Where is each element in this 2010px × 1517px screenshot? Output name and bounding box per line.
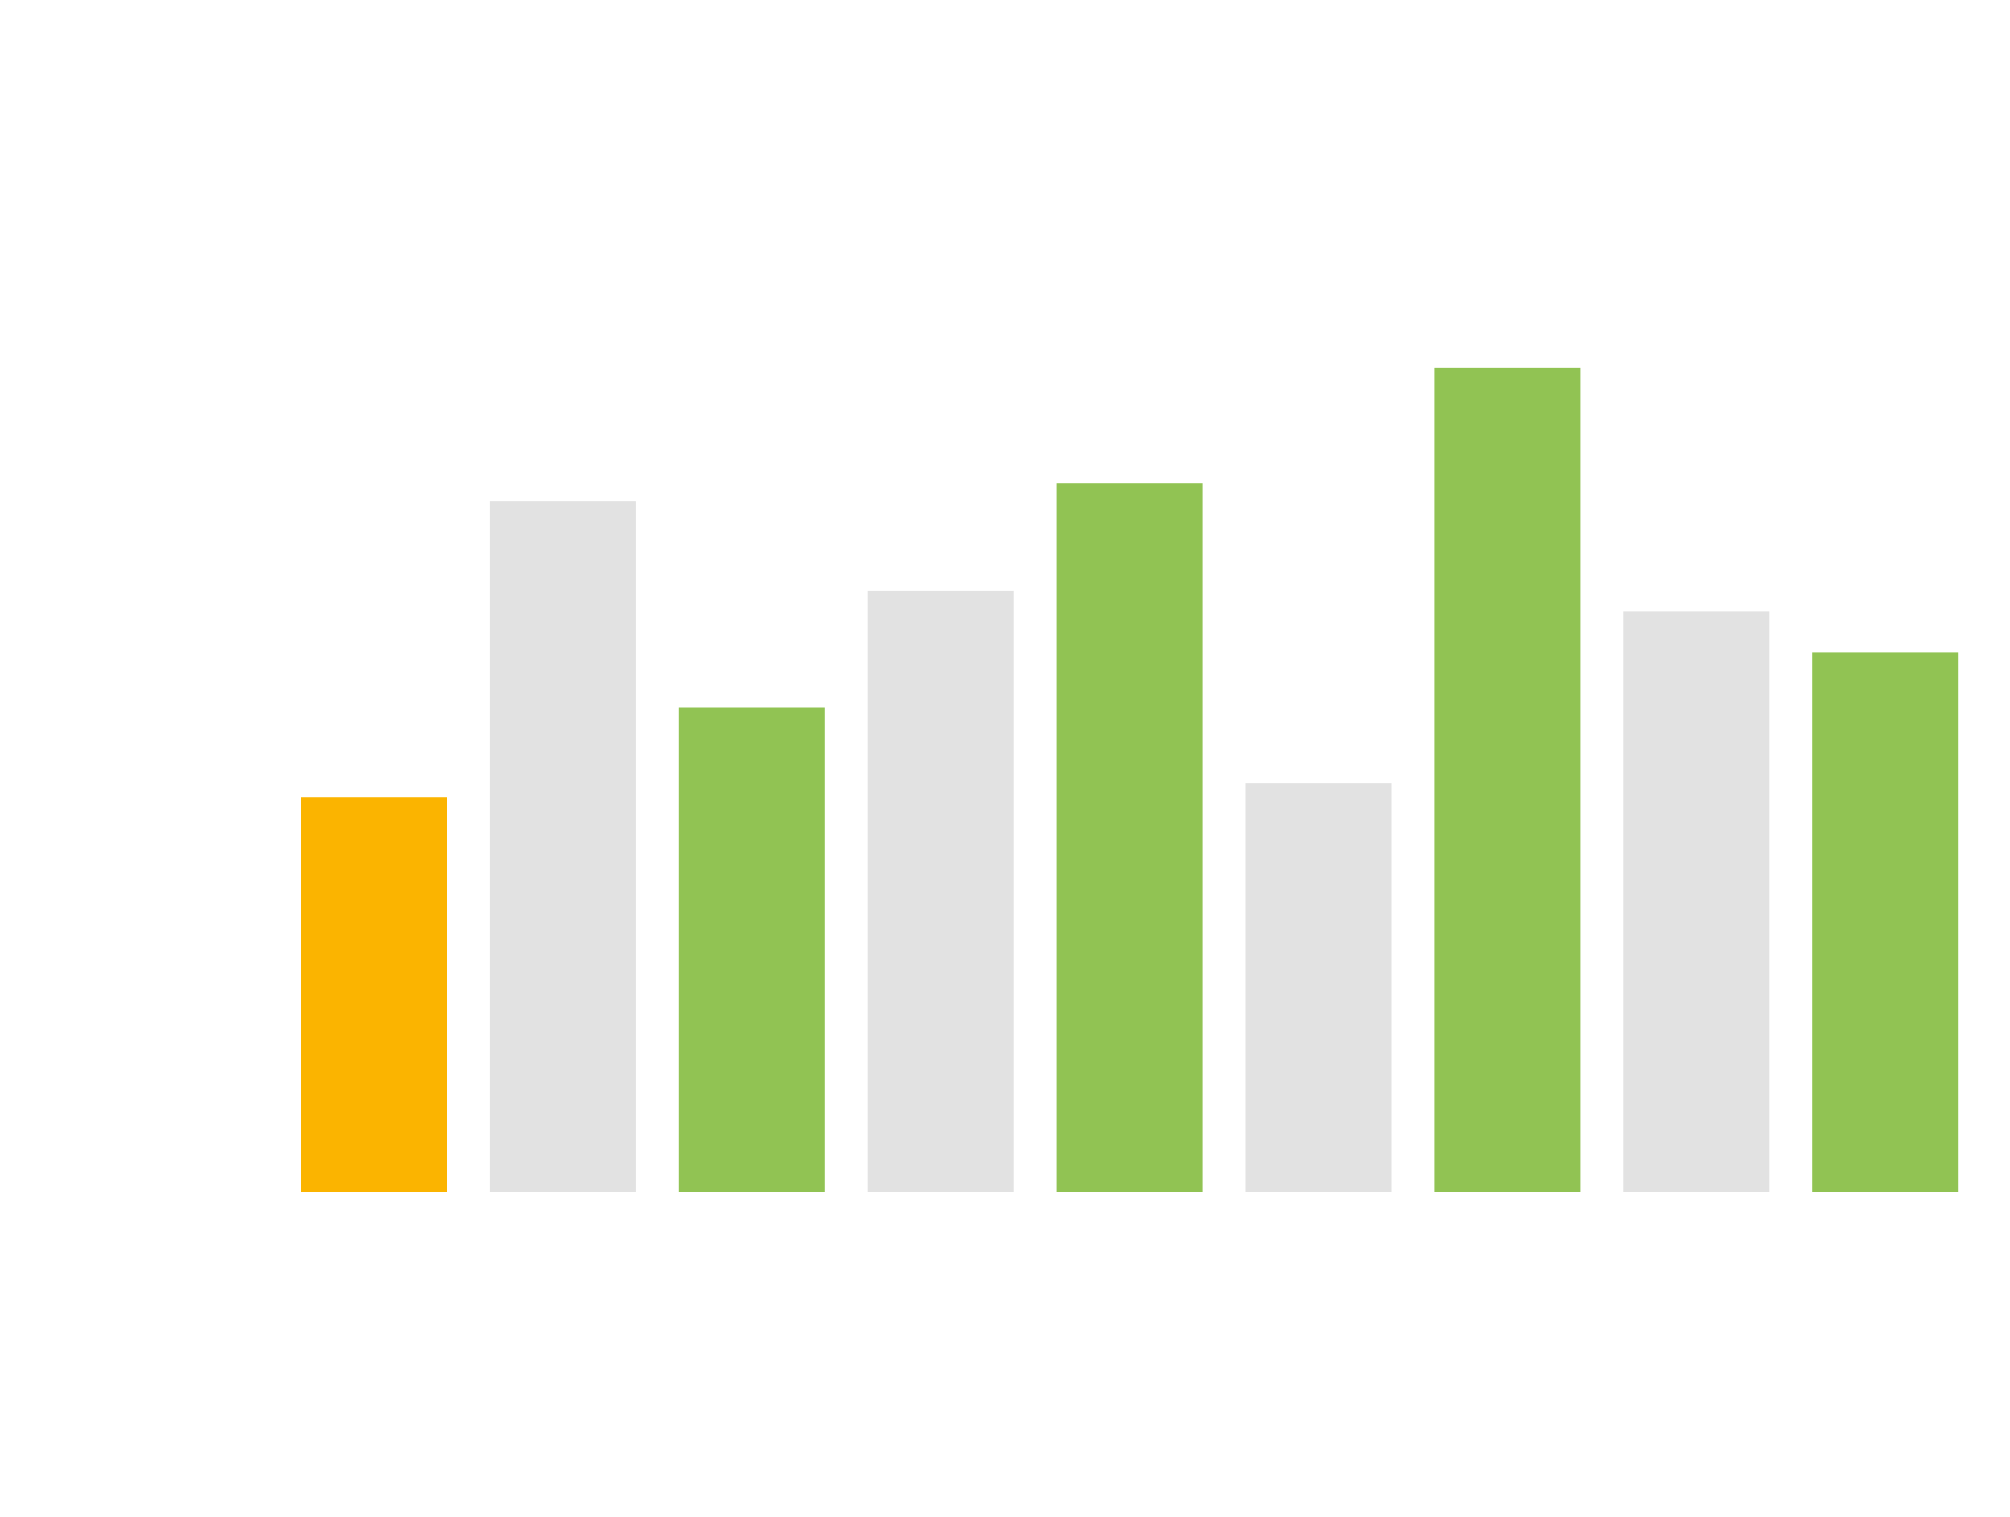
bar [301, 797, 447, 1192]
bar [867, 590, 1014, 1192]
bar [1434, 367, 1581, 1192]
bar [678, 707, 825, 1192]
bar [1245, 783, 1392, 1192]
bar [489, 501, 636, 1192]
bar [1623, 611, 1770, 1192]
bar [1056, 483, 1203, 1192]
bar [1812, 652, 1959, 1192]
